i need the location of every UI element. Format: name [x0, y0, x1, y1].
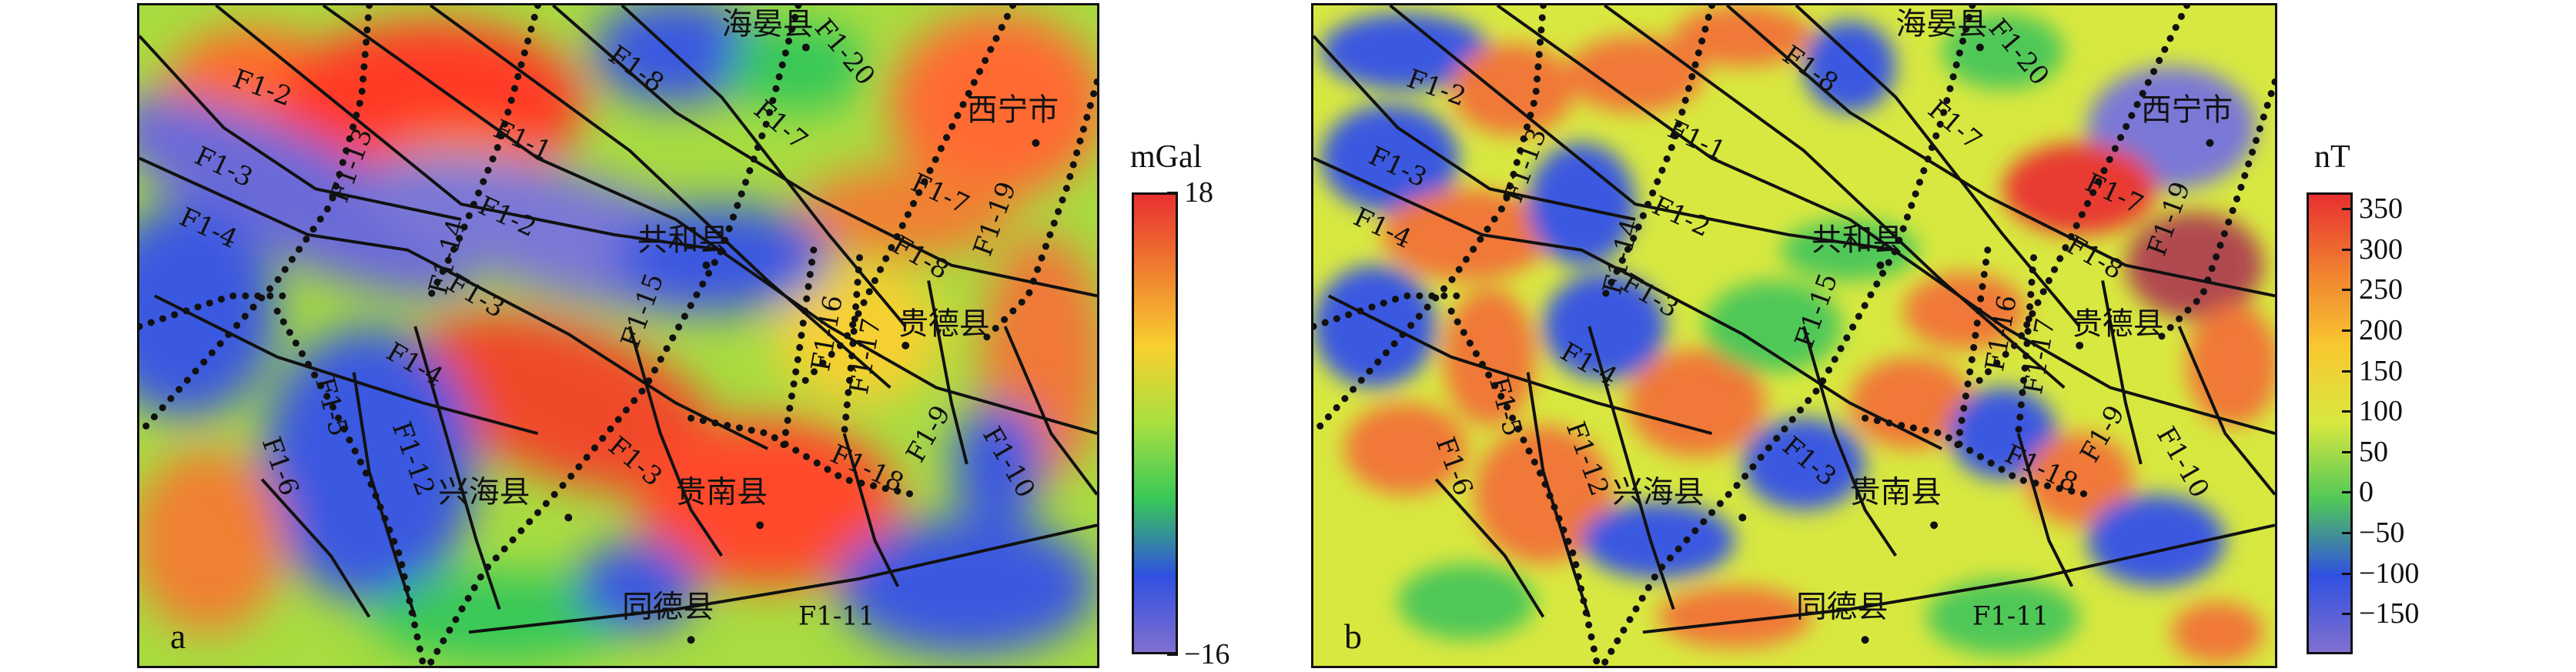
town-label: 海晏县 — [721, 7, 813, 42]
colorbar-tick-label: 50 — [2359, 435, 2388, 468]
panel-letter: a — [170, 617, 186, 656]
colorbar-tick-label: 100 — [2359, 395, 2403, 428]
fault-label: F1-11 — [1972, 600, 2049, 630]
town-label: 海晏县 — [1895, 7, 1987, 42]
map-panel-b: F1-2 F1-3 F1-4 F1-1 F1-2 F1-13 F1-14 F1-… — [1311, 3, 2277, 668]
colorbar-tick — [2342, 613, 2353, 616]
town-label: 西宁市 — [967, 92, 1059, 128]
town-markers — [1738, 43, 2214, 644]
town-label: 同德县 — [1796, 589, 1888, 624]
colorbar-tick — [2342, 369, 2353, 373]
colorbar-gradient — [1132, 192, 1178, 654]
colorbar-tick — [1167, 654, 1178, 656]
panel-letter: b — [1344, 617, 1362, 656]
colorbar-tick-label: 300 — [2359, 232, 2403, 266]
colorbar-tick — [2342, 532, 2353, 535]
town-label: 贵南县 — [1850, 475, 1942, 510]
town-label: 兴海县 — [1612, 475, 1704, 510]
town-label: 贵南县 — [676, 475, 768, 510]
fault-label: F1-11 — [798, 600, 875, 630]
colorbar-tick — [2342, 329, 2353, 332]
colorbar-tick-label: −100 — [2359, 557, 2420, 590]
town-markers — [564, 43, 1040, 644]
colorbar-tick — [2342, 289, 2353, 292]
town-label: 贵德县 — [898, 306, 989, 342]
colorbar-tick-label: 150 — [2359, 354, 2403, 387]
magnetic-anomaly-map: F1-2 F1-3 F1-4 F1-1 F1-2 F1-13 F1-14 F1-… — [1313, 5, 2275, 666]
colorbar-tick-label: 250 — [2359, 273, 2403, 306]
colorbar-tick — [2342, 410, 2353, 413]
town-label: 共和县 — [1812, 222, 1903, 258]
town-labels: 海晏县 西宁市 共和县 贵德县 兴海县 贵南县 同德县 — [438, 7, 1059, 625]
colorbar-tick-label: −50 — [2359, 517, 2405, 550]
colorbar-tick — [2342, 450, 2353, 453]
colorbar-a: mGal 18 −16 — [1109, 139, 1263, 670]
anomaly-field — [1313, 5, 2275, 666]
colorbar-tick — [2342, 208, 2353, 211]
colorbar-b: nT 350 300 250 200 150 100 50 0 −50 −100 −150 — [2283, 139, 2437, 662]
colorbar-tick-label: −150 — [2359, 597, 2420, 630]
colorbar-tick — [2342, 248, 2353, 251]
town-label: 同德县 — [622, 589, 714, 624]
map-panel-a: F1-2 F1-3 F1-4 F1-1 F1-2 F1-13 F1-14 F1-… — [137, 3, 1099, 668]
colorbar-tick-label: −16 — [1184, 638, 1230, 670]
colorbar-tick — [1167, 192, 1178, 194]
gravity-anomaly-map: F1-2 F1-3 F1-4 F1-1 F1-2 F1-13 F1-14 F1-… — [139, 5, 1097, 666]
colorbar-tick-label: 0 — [2359, 476, 2374, 509]
town-label: 兴海县 — [438, 475, 530, 510]
colorbar-unit: mGal — [1130, 139, 1203, 175]
town-label: 贵德县 — [2072, 306, 2163, 342]
town-label: 共和县 — [637, 222, 729, 258]
colorbar-gradient — [2307, 192, 2353, 654]
dotted-boundaries — [139, 5, 1097, 666]
colorbar-tick — [2342, 572, 2353, 575]
colorbar-tick-label: 18 — [1184, 176, 1213, 209]
town-labels: 海晏县 西宁市 共和县 贵德县 兴海县 贵南县 同德县 — [1612, 7, 2233, 625]
colorbar-tick-label: 350 — [2359, 192, 2403, 226]
dotted-boundaries — [1313, 5, 2275, 666]
town-label: 西宁市 — [2141, 92, 2233, 128]
colorbar-tick — [2342, 491, 2353, 494]
colorbar-unit: nT — [2314, 139, 2350, 175]
colorbar-tick-label: 200 — [2359, 313, 2403, 346]
